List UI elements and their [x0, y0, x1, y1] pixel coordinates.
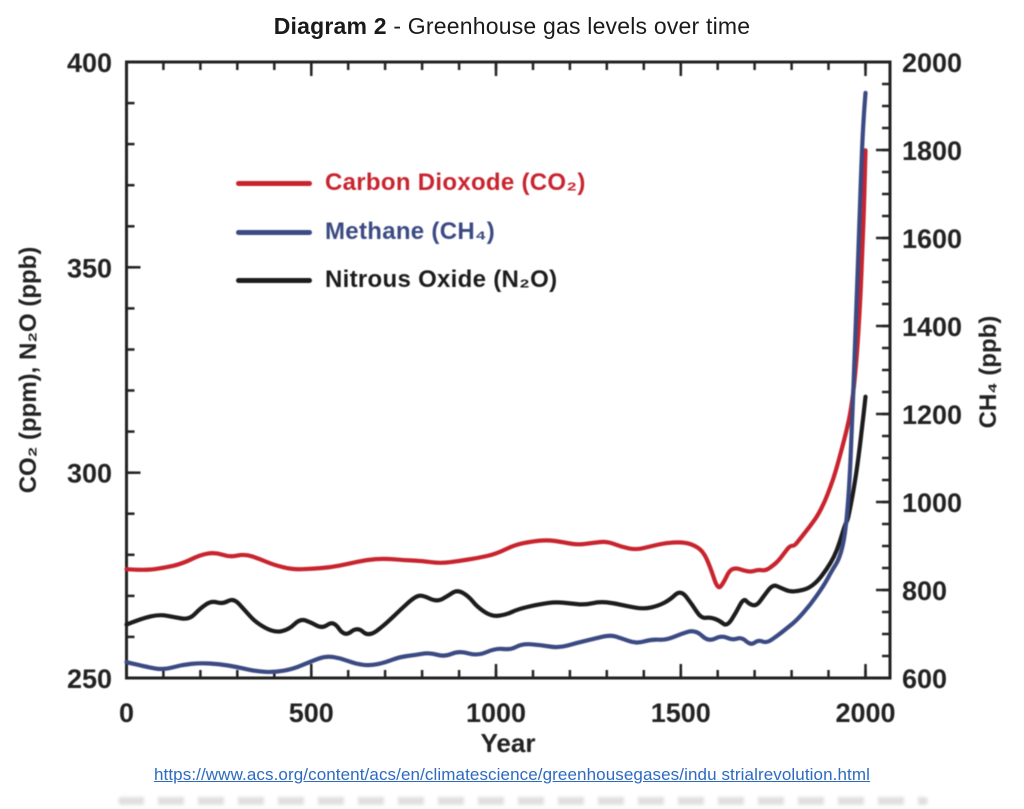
- co2-line-swatch: [236, 180, 312, 186]
- cropped-content-artifact: [118, 797, 928, 805]
- right-axis-title: CH₄ (ppb): [975, 316, 1002, 429]
- right-tick-label: 1200: [902, 400, 962, 430]
- legend-item-ch4: Methane (CH₄): [236, 218, 496, 245]
- legend-item-co2: Carbon Dioxode (CO₂): [236, 169, 586, 196]
- x-tick-label: 0: [119, 698, 134, 728]
- x-axis-title: Year: [481, 728, 536, 758]
- n2o-line-swatch: [236, 277, 312, 283]
- x-tick-label: 500: [289, 698, 334, 728]
- legend-label-co2: Carbon Dioxode (CO₂): [325, 169, 586, 196]
- chart-title-prefix: Diagram 2: [273, 13, 387, 39]
- series-n2o: [124, 394, 868, 637]
- chart-title-text: - Greenhouse gas levels over time: [386, 13, 751, 39]
- right-tick-label: 800: [902, 576, 947, 606]
- legend-label-n2o: Nitrous Oxide (N₂O): [325, 266, 558, 293]
- left-tick-label: 350: [67, 253, 112, 283]
- ch4-line-swatch: [236, 229, 312, 235]
- chart-title: Diagram 2 - Greenhouse gas levels over t…: [0, 13, 1024, 40]
- left-axis-title: CO₂ (ppm), N₂O (ppb): [15, 247, 42, 494]
- series-ch4: [124, 90, 868, 675]
- right-tick-label: 600: [902, 664, 947, 694]
- source-citation: https://www.acs.org/content/acs/en/clima…: [0, 765, 1024, 785]
- right-tick-label: 1600: [902, 224, 962, 254]
- source-link[interactable]: https://www.acs.org/content/acs/en/clima…: [153, 765, 870, 784]
- plot-border: [125, 60, 892, 680]
- right-tick-label: 1400: [902, 312, 962, 342]
- left-tick-label: 300: [67, 459, 112, 489]
- left-tick-label: 400: [67, 48, 112, 78]
- legend-label-ch4: Methane (CH₄): [325, 218, 496, 245]
- series-co2: [124, 148, 868, 590]
- right-tick-label: 2000: [902, 48, 962, 78]
- x-tick-label: 2000: [835, 698, 895, 728]
- legend-item-n2o: Nitrous Oxide (N₂O): [236, 266, 558, 293]
- x-tick-label: 1500: [651, 698, 711, 728]
- right-tick-label: 1000: [902, 488, 962, 518]
- axis-tick-labels: 0 500 1000 1500 2000 250 300 350 400 600 800 1000 12…: [67, 48, 962, 728]
- x-tick-label: 1000: [466, 698, 526, 728]
- right-tick-label: 1800: [902, 136, 962, 166]
- left-tick-label: 250: [67, 664, 112, 694]
